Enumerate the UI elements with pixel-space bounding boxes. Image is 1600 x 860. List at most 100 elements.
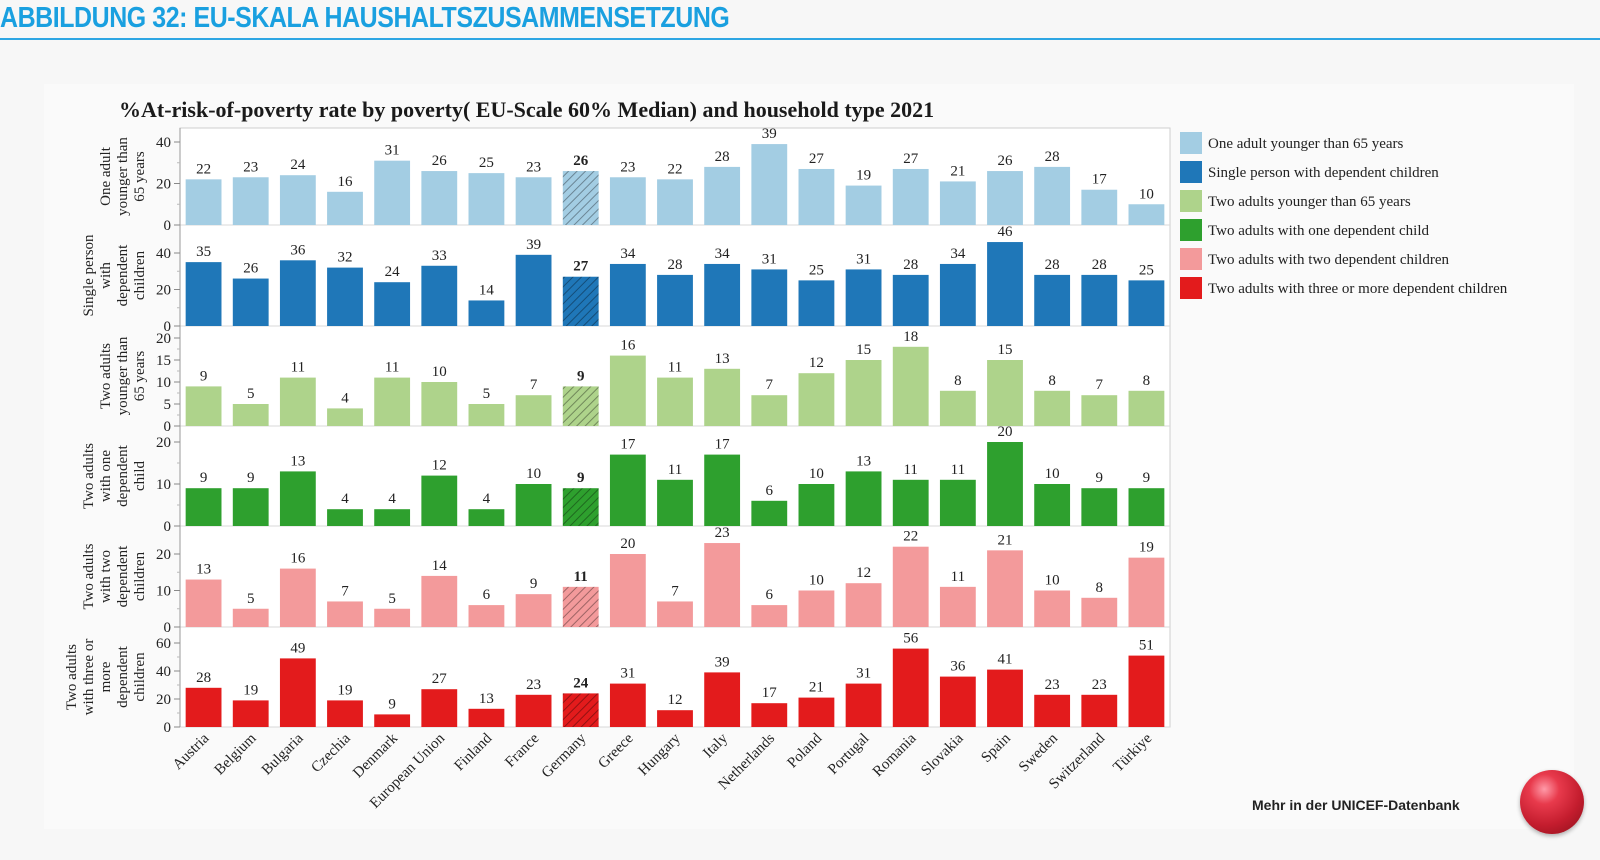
panel-6: 0 20 40 60 Two adultswith three ormoredepend… (64, 627, 1170, 736)
data-label: 31 (856, 666, 871, 682)
y-tick-label: 40 (156, 135, 171, 151)
data-label: 11 (291, 360, 305, 376)
y-axis-label: Two adultswith twodependentchildren (81, 543, 148, 609)
x-tick-label: Italy (700, 730, 731, 761)
bar (421, 265, 458, 326)
data-label: 27 (903, 151, 919, 167)
bar (798, 280, 835, 326)
x-tick-label: Greece (595, 730, 637, 772)
data-label: 11 (668, 462, 682, 478)
data-label: 21 (998, 532, 1013, 548)
legend-swatch (1180, 161, 1202, 183)
data-label: 17 (620, 437, 636, 453)
bar (609, 554, 646, 627)
data-label: 27 (809, 151, 825, 167)
bar (987, 171, 1023, 225)
bar (657, 479, 693, 526)
y-tick-label: 0 (164, 620, 172, 636)
unicef-database-link[interactable]: Mehr in der UNICEF-Datenbank (1252, 797, 1460, 813)
data-label: 9 (200, 470, 208, 486)
bar (374, 509, 411, 526)
bar (515, 484, 552, 526)
legend-label: Two adults younger than 65 years (1208, 194, 1411, 210)
x-axis-labels: Austria Belgium Bulgaria CzechiaDenmarkEuro… (170, 730, 1156, 811)
bar (327, 601, 363, 627)
y-tick-label: 20 (156, 331, 171, 347)
bar (515, 594, 552, 627)
legend-label: Two adults with one dependent child (1208, 223, 1429, 239)
bar (421, 689, 458, 727)
y-tick-label: 0 (164, 319, 172, 335)
data-label: 5 (483, 386, 491, 402)
bar (657, 377, 693, 426)
y-tick-label: 20 (156, 692, 171, 708)
data-label: 21 (950, 163, 965, 179)
bar (1128, 655, 1165, 727)
red-sphere-icon[interactable] (1520, 770, 1584, 834)
bar (845, 360, 882, 426)
bar (845, 269, 882, 326)
bar (185, 386, 222, 426)
data-label: 32 (338, 250, 353, 266)
data-label: 4 (483, 491, 491, 507)
bar (939, 181, 976, 225)
data-label: 11 (951, 462, 965, 478)
bar (657, 274, 693, 326)
bar (657, 710, 693, 727)
legend-label: One adult younger than 65 years (1208, 136, 1404, 152)
bar (704, 672, 741, 727)
bar (185, 262, 222, 326)
bar (704, 368, 741, 426)
bar-highlighted (562, 276, 599, 326)
x-tick-label: Portugal (825, 731, 872, 778)
bar (515, 395, 552, 426)
data-label: 28 (715, 149, 730, 165)
y-tick-label: 20 (156, 547, 171, 563)
data-label: 19 (243, 682, 258, 698)
data-label: 24 (290, 157, 306, 173)
data-label: 17 (762, 685, 778, 701)
data-label: 25 (1139, 262, 1154, 278)
panel-2: 0 20 40 Single personwithdependentchildren 3… (81, 224, 1170, 335)
bar (327, 191, 363, 225)
data-label: 9 (577, 470, 585, 486)
bar (1034, 694, 1071, 727)
legend-swatch (1180, 190, 1202, 212)
data-label: 12 (668, 692, 683, 708)
data-label: 22 (903, 529, 918, 545)
data-label: 21 (809, 680, 824, 696)
y-tick-label: 0 (164, 419, 172, 435)
data-label: 23 (243, 159, 258, 175)
chart-card: %At-risk-of-poverty rate by poverty( EU-… (44, 84, 1574, 829)
legend-item: Two adults with three or more dependent … (1180, 277, 1508, 299)
data-label: 28 (196, 670, 211, 686)
y-axis-label: Two adultsyounger than65 years (98, 336, 148, 415)
bar (374, 282, 411, 326)
bar (1128, 390, 1165, 426)
data-label: 9 (1096, 470, 1104, 486)
bar (279, 377, 316, 426)
data-label: 22 (196, 161, 211, 177)
panel-3: 0 5 10 15 20 Two adultsyounger than65 years 9 5… (98, 326, 1170, 435)
data-label: 56 (903, 631, 919, 647)
data-label: 17 (1092, 172, 1108, 188)
x-tick-label: France (502, 730, 542, 770)
bar (892, 168, 929, 225)
bar (185, 179, 222, 225)
bar (892, 274, 929, 326)
bar (1081, 597, 1118, 627)
bar (421, 171, 458, 225)
bar (939, 479, 976, 526)
legend-item: Single person with dependent children (1180, 161, 1439, 183)
data-label: 36 (290, 242, 306, 258)
bar (609, 683, 646, 727)
bar (515, 254, 552, 326)
bar (232, 177, 269, 225)
data-label: 22 (668, 161, 683, 177)
panel-4: 0 10 20 Two adultswith onedependentchild 9 9 1… (81, 424, 1170, 535)
data-label: 11 (903, 462, 917, 478)
data-label: 23 (526, 159, 541, 175)
bar (751, 269, 788, 326)
y-tick-label: 10 (156, 584, 171, 600)
data-label: 49 (290, 640, 305, 656)
